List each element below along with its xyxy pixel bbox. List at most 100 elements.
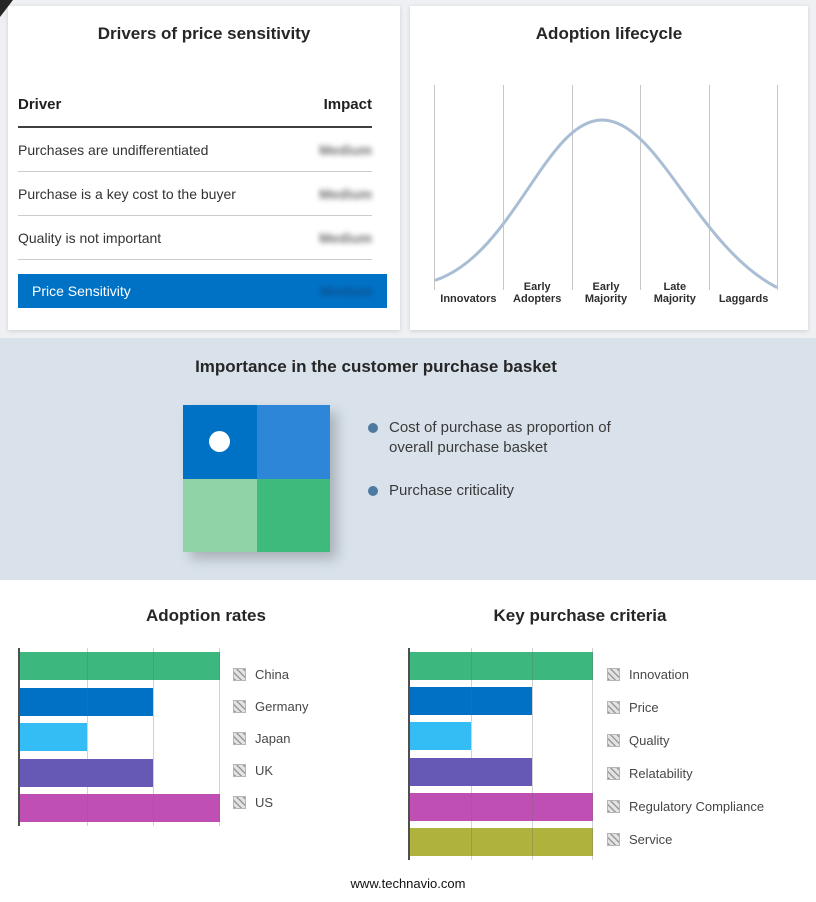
legend-swatch-icon bbox=[233, 667, 246, 681]
key-purchase-criteria-chart bbox=[408, 648, 593, 860]
bottom-section: Adoption rates Key purchase criteria Chi… bbox=[0, 580, 816, 902]
bar-row bbox=[20, 652, 220, 680]
legend-item-quality: Quality bbox=[607, 730, 764, 750]
lifecycle-stage-label: Early Adopters bbox=[513, 280, 562, 306]
price-sensitivity-label: Price Sensitivity bbox=[32, 283, 131, 299]
quadrant-dot bbox=[209, 431, 230, 452]
legend-label: Price bbox=[629, 699, 659, 715]
bullet-icon bbox=[368, 485, 378, 496]
driver-name: Quality is not important bbox=[18, 229, 162, 246]
gridline bbox=[86, 648, 88, 826]
legend-label: Germany bbox=[255, 698, 309, 714]
legend-item-relatability: Relatability bbox=[607, 763, 764, 783]
legend-swatch-icon bbox=[607, 832, 620, 846]
basket-bullet-item: Cost of purchase as proportion of overal… bbox=[368, 418, 630, 459]
price-sensitivity-impact-value: Medium bbox=[320, 283, 373, 299]
gridline bbox=[470, 648, 472, 860]
bar-row bbox=[410, 687, 593, 716]
bar-us bbox=[20, 794, 220, 822]
quadrant-bottom-left bbox=[183, 478, 257, 552]
drivers-table: Driver Impact Purchases are undifferenti… bbox=[18, 96, 387, 308]
bar-row bbox=[20, 794, 220, 822]
bar-japan bbox=[20, 723, 87, 751]
legend-label: Relatability bbox=[629, 765, 693, 781]
legend-swatch-icon bbox=[233, 731, 246, 745]
impact-column-header: Impact bbox=[323, 96, 372, 113]
bar-row bbox=[20, 723, 220, 751]
bar-row bbox=[410, 792, 593, 821]
purchase-basket-bullets: Cost of purchase as proportion of overal… bbox=[368, 418, 630, 523]
bell-curve bbox=[434, 118, 778, 289]
lifecycle-stage-label: Early Majority bbox=[584, 280, 628, 306]
bar-relatability bbox=[410, 757, 532, 786]
gridline bbox=[709, 85, 711, 290]
gridline bbox=[434, 85, 435, 290]
legend-swatch-icon bbox=[233, 699, 246, 713]
gridline bbox=[571, 85, 573, 290]
top-section: Drivers of price sensitivity Driver Impa… bbox=[0, 0, 816, 338]
legend-label: US bbox=[255, 794, 274, 810]
bullet-icon bbox=[368, 423, 378, 433]
legend-swatch-icon bbox=[607, 799, 620, 813]
legend-label: Service bbox=[629, 831, 673, 847]
gridline bbox=[640, 85, 642, 290]
adoption-rates-legend: China Germany Japan UK US bbox=[233, 664, 308, 812]
driver-column-header: Driver bbox=[18, 96, 62, 113]
legend-label: Innovation bbox=[629, 666, 689, 682]
bullet-text: Cost of purchase as proportion of overal… bbox=[389, 419, 611, 457]
key-purchase-criteria-legend: Innovation Price Quality Relatability Regula… bbox=[607, 664, 764, 849]
bar-regulatory-compliance bbox=[410, 792, 593, 821]
legend-label: UK bbox=[255, 762, 274, 778]
legend-item-china: China bbox=[233, 664, 308, 684]
driver-row: Purchases are undifferentiated Medium bbox=[18, 128, 372, 172]
legend-item-us: US bbox=[233, 792, 308, 812]
drivers-table-body: Purchases are undifferentiated Medium Purc… bbox=[18, 128, 372, 260]
lifecycle-stage-label: Late Majority bbox=[653, 280, 696, 306]
page-corner-mark bbox=[0, 0, 13, 17]
adoption-lifecycle-panel: Adoption lifecycle Innovators Early Adopt… bbox=[410, 6, 808, 330]
lifecycle-stage-label: Laggards bbox=[718, 293, 769, 306]
legend-label: China bbox=[255, 666, 289, 682]
legend-item-germany: Germany bbox=[233, 696, 308, 716]
bar-row bbox=[410, 652, 593, 680]
adoption-rates-chart bbox=[18, 648, 220, 826]
quadrant-graphic bbox=[183, 405, 330, 552]
driver-row: Quality is not important Medium bbox=[18, 216, 372, 260]
legend-label: Quality bbox=[629, 732, 670, 748]
gridline bbox=[532, 648, 533, 860]
bar-price bbox=[410, 687, 532, 716]
price-sensitivity-row: Price Sensitivity Medium bbox=[18, 274, 387, 308]
legend-swatch-icon bbox=[233, 763, 246, 777]
driver-impact-value: Medium bbox=[319, 185, 372, 202]
adoption-rates-title: Adoption rates bbox=[146, 606, 266, 625]
drivers-panel: Drivers of price sensitivity Driver Impa… bbox=[8, 6, 400, 330]
gridline bbox=[592, 648, 593, 860]
bar-row bbox=[20, 687, 220, 716]
quadrant-bottom-right bbox=[256, 478, 330, 552]
legend-item-uk: UK bbox=[233, 760, 308, 780]
driver-name: Purchases are undifferentiated bbox=[18, 141, 209, 158]
purchase-basket-title: Importance in the customer purchase bask… bbox=[195, 357, 557, 376]
legend-item-price: Price bbox=[607, 697, 764, 717]
driver-impact-value: Medium bbox=[319, 141, 372, 158]
drivers-panel-title: Drivers of price sensitivity bbox=[97, 24, 311, 43]
driver-impact-value: Medium bbox=[319, 229, 372, 246]
gridline bbox=[153, 648, 155, 826]
adoption-lifecycle-title: Adoption lifecycle bbox=[535, 24, 683, 43]
adoption-lifecycle-chart: Innovators Early Adopters Early Majority La… bbox=[434, 85, 778, 305]
legend-swatch-icon bbox=[607, 667, 620, 681]
bar-quality bbox=[410, 722, 471, 751]
legend-swatch-icon bbox=[607, 733, 620, 747]
footer-link[interactable]: www.technavio.com bbox=[350, 876, 466, 891]
legend-label: Japan bbox=[255, 730, 291, 746]
driver-row: Purchase is a key cost to the buyer Mediu… bbox=[18, 172, 372, 216]
lifecycle-stage-label: Innovators bbox=[440, 293, 497, 306]
bar-germany bbox=[20, 687, 154, 716]
legend-item-service: Service bbox=[607, 829, 764, 849]
lifecycle-stage-labels: Innovators Early Adopters Early Majority La… bbox=[434, 270, 778, 306]
quadrant-top-right bbox=[256, 405, 330, 479]
legend-swatch-icon bbox=[607, 700, 620, 714]
legend-item-japan: Japan bbox=[233, 728, 308, 748]
legend-label: Regulatory Compliance bbox=[629, 798, 765, 814]
